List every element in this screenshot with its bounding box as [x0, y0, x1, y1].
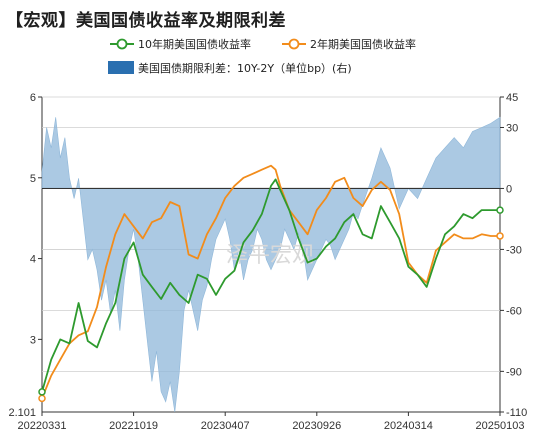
series-line-y2 [41, 164, 500, 399]
left-tick-label: 5 [30, 173, 36, 185]
x-tick-label: 20230926 [292, 420, 341, 432]
left-tick-label: 6 [30, 92, 36, 104]
legend-item-y10[interactable]: 10年期美国国债收益率 [110, 37, 251, 51]
legend-label-y2: 2年期美国国债收益率 [310, 37, 416, 51]
legend-item-spread[interactable]: 美国国债期限利差：10Y-2Y（单位bp）(右) [108, 61, 352, 75]
series-marker-y10 [496, 206, 504, 214]
legend-label-y10: 10年期美国国债收益率 [138, 37, 251, 51]
x-tick-label: 20230407 [201, 420, 250, 432]
series-line-y10 [41, 178, 500, 393]
x-tick-label: 20221019 [109, 420, 158, 432]
legend-item-y2[interactable]: 2年期美国国债收益率 [282, 37, 416, 51]
legend-label-spread: 美国国债期限利差：10Y-2Y（单位bp）(右) [138, 61, 352, 75]
right-tick-label: -90 [506, 366, 522, 378]
right-tick-label: 30 [506, 122, 518, 134]
series-marker-y2 [496, 232, 504, 240]
left-tick-label: 3 [30, 334, 36, 346]
spread-area [41, 116, 501, 413]
right-tick-label: -30 [506, 244, 522, 256]
legend-swatch-spread [108, 61, 134, 74]
x-tick-label: 20220331 [18, 420, 67, 432]
right-tick-label: 45 [506, 92, 518, 104]
left-tick-label: 2.101 [8, 407, 36, 419]
right-tick-label: -110 [506, 407, 527, 419]
chart-title: 【宏观】美国国债收益率及期限利差 [6, 11, 286, 31]
right-tick-label: -60 [506, 305, 522, 317]
series-marker-y10 [38, 388, 46, 396]
legend: 10年期美国国债收益率 2年期美国国债收益率 美国国债期限利差：10Y-2Y（单… [108, 37, 416, 75]
right-tick-label: 0 [506, 183, 512, 195]
legend-marker-y2 [288, 38, 300, 50]
series-marker-y2 [38, 394, 46, 403]
watermark: 泽平宏观 [226, 243, 314, 268]
x-tick-label: 20240314 [384, 420, 433, 432]
x-tick-label: 20250103 [476, 420, 525, 432]
left-tick-label: 4 [30, 254, 36, 266]
legend-marker-y10 [116, 38, 128, 50]
